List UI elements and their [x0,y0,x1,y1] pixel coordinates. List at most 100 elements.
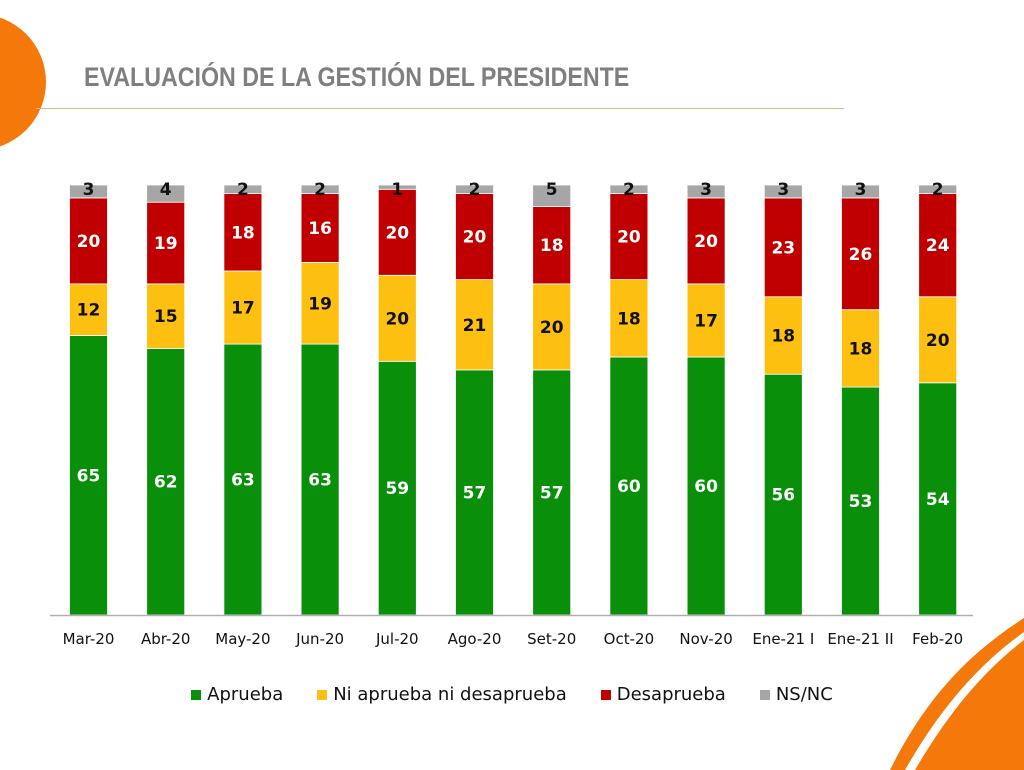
data-label: 3 [83,180,95,200]
data-label: 20 [463,228,487,248]
legend-label: Aprueba [207,684,284,705]
data-label: 18 [771,327,795,347]
bar-segment-desaprueba [455,193,494,281]
bar-stack-mar-20: 65 12 20 3 [69,180,108,616]
data-label: 21 [463,316,487,336]
bar-stack-may-20: 63 17 18 2 [223,180,263,616]
data-label: 56 [771,486,795,506]
bar-segment-aprueba [609,356,649,616]
bars-group: 6512203621519463171826319162592020157212… [69,180,958,616]
legend-label: NS/NC [775,684,833,705]
legend-item-ni-aprueba-ni-desaprueba: Ni aprueba ni desaprueba [317,684,567,705]
data-label: 3 [855,180,867,200]
bar-segment-ns-nc [609,184,649,195]
data-label: 3 [777,180,789,200]
data-label: 63 [308,471,332,491]
bar-segment-aprueba [300,343,340,616]
bar-segment-ns-nc [223,184,263,195]
x-tick-label: Jul-20 [375,630,419,648]
bar-segment-ni-aprueba-ni-desaprueba [300,261,340,345]
bar-segment-ns-nc [841,184,880,199]
bar-segment-ni-aprueba-ni-desaprueba [609,279,649,358]
chart-legend: Aprueba Ni aprueba ni desaprueba Desaprueb… [0,684,1024,705]
bar-segment-desaprueba [377,188,417,276]
data-label: 54 [926,490,950,510]
data-label: 18 [231,223,255,243]
x-tick-label: Ene-21 I [752,630,814,648]
data-label: 62 [154,473,178,493]
bar-segment-ni-aprueba-ni-desaprueba [223,270,263,345]
legend-swatch [600,689,611,700]
data-label: 60 [694,477,718,497]
bar-segment-ni-aprueba-ni-desaprueba [763,296,803,375]
bar-segment-desaprueba [532,206,572,285]
bar-stack-ene-21-ii: 53 18 26 3 [841,180,880,616]
bar-segment-ni-aprueba-ni-desaprueba [69,283,108,336]
bar-segment-ns-nc [69,184,108,199]
data-label: 17 [231,299,255,319]
bar-segment-desaprueba [146,201,186,285]
bar-segment-aprueba [377,360,417,616]
data-label: 65 [77,466,101,486]
bar-segment-ns-nc [146,184,186,203]
data-label: 5 [546,180,558,200]
data-label: 19 [308,294,332,314]
data-label: 20 [77,232,101,252]
bar-segment-ni-aprueba-ni-desaprueba [532,283,572,371]
bar-stack-ene-21-i: 56 18 23 3 [763,180,803,616]
bar-stack-jun-20: 63 19 16 2 [300,180,340,616]
x-tick-label: Jun-20 [295,630,344,648]
data-label: 18 [849,339,873,359]
data-label: 57 [463,483,487,503]
data-label: 23 [771,238,795,258]
bar-segment-ns-nc [918,184,958,195]
x-tick-label: May-20 [215,630,270,648]
data-label: 2 [623,180,635,200]
page-title: EVALUACIÓN DE LA GESTIÓN DEL PRESIDENTE [84,62,630,92]
bar-segment-aprueba [223,343,263,616]
data-label: 26 [849,245,873,265]
data-label: 2 [237,180,249,200]
x-tick-label: Ago-20 [448,630,502,648]
bar-segment-ni-aprueba-ni-desaprueba [146,283,186,349]
data-label: 20 [385,223,409,243]
data-label: 20 [694,232,718,252]
orange-circle-decoration [0,17,46,147]
bar-stack-set-20: 57 20 18 5 [532,180,572,616]
bar-stack-ago-20: 57 21 20 2 [455,180,494,616]
data-label: 18 [617,309,641,329]
data-label: 63 [231,471,255,491]
bar-segment-aprueba [146,347,186,616]
data-label: 18 [540,236,564,256]
data-label: 20 [926,331,950,351]
data-label: 19 [154,234,178,254]
bar-segment-ns-nc [532,184,572,207]
legend-swatch [317,689,328,700]
legend-item-aprueba: Aprueba [191,684,283,705]
data-label: 16 [308,219,332,239]
bar-segment-desaprueba [918,193,958,298]
x-tick-label: Ene-21 II [827,630,893,648]
bar-segment-aprueba [532,369,572,616]
x-tick-label: Oct-20 [604,630,654,648]
data-label: 2 [469,180,481,200]
bar-segment-ni-aprueba-ni-desaprueba [686,283,726,358]
bar-segment-desaprueba [300,193,340,263]
x-tick-label: Nov-20 [679,630,732,648]
x-tick-label: Feb-20 [912,630,963,648]
legend-swatch [759,689,770,700]
data-label: 3 [700,180,712,200]
legend-item-desaprueba: Desaprueba [600,684,726,705]
data-label: 1 [391,180,403,200]
data-label: 20 [540,318,564,338]
data-label: 12 [77,301,101,321]
data-label: 15 [154,307,178,327]
bar-segment-desaprueba [841,197,880,311]
data-label: 60 [617,477,641,497]
bar-segment-ni-aprueba-ni-desaprueba [455,279,494,371]
orange-wedge-decoration [915,640,1024,770]
bar-segment-ni-aprueba-ni-desaprueba [841,309,880,388]
bar-segment-desaprueba [763,197,803,298]
